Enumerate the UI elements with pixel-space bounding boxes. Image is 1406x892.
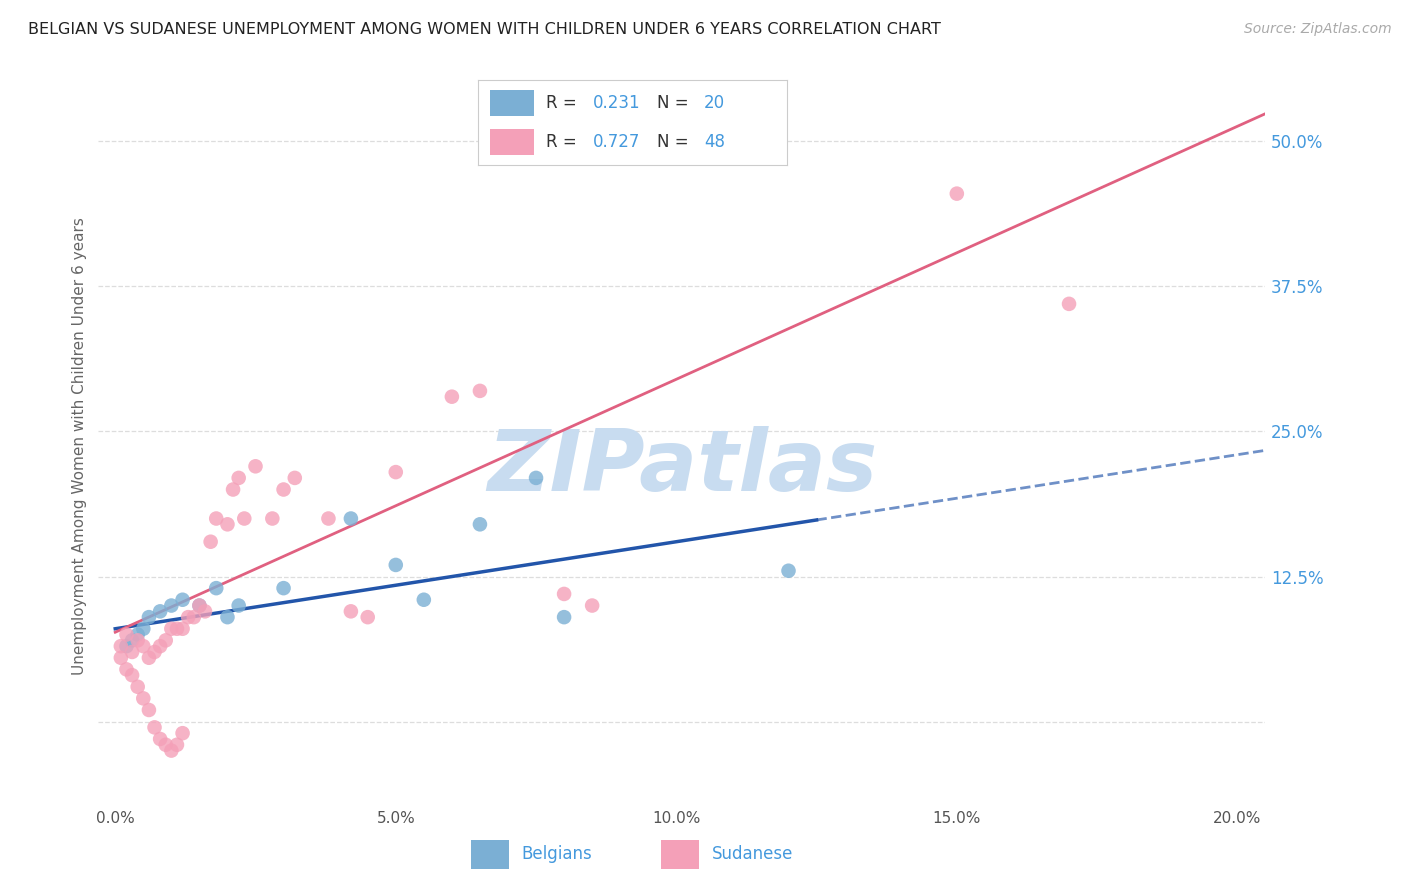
Point (384, 558, 406, 572)
Text: 48: 48 (704, 133, 725, 151)
Point (188, 599, 211, 613)
Bar (491, 129, 534, 155)
Text: 0.231: 0.231 (592, 95, 640, 112)
Point (160, 743, 183, 757)
Text: 20: 20 (704, 95, 725, 112)
Point (149, 731, 172, 746)
Point (205, 581, 228, 595)
Point (524, 471, 547, 485)
Point (468, 517, 491, 532)
Point (217, 610, 239, 624)
Point (200, 534, 222, 549)
Point (384, 465, 406, 479)
Point (340, 604, 363, 618)
Point (228, 599, 250, 613)
Point (149, 604, 172, 618)
Point (217, 517, 239, 532)
Point (138, 650, 160, 665)
Point (160, 599, 183, 613)
Bar (471, 839, 509, 869)
Point (110, 639, 132, 653)
Point (228, 471, 250, 485)
Text: Sudanese: Sudanese (711, 845, 793, 863)
Point (440, 390, 463, 404)
Point (121, 668, 143, 682)
Point (115, 627, 138, 641)
Point (553, 587, 575, 601)
Point (318, 511, 340, 525)
Point (273, 581, 295, 595)
Point (155, 633, 177, 648)
Point (121, 645, 143, 659)
Text: R =: R = (546, 95, 582, 112)
Point (194, 604, 217, 618)
Point (166, 622, 188, 636)
Point (222, 483, 245, 497)
Point (284, 471, 307, 485)
Point (132, 622, 155, 636)
Point (273, 483, 295, 497)
Point (205, 511, 228, 525)
Point (121, 633, 143, 648)
Point (553, 610, 575, 624)
Point (132, 639, 155, 653)
Point (127, 627, 149, 641)
Point (581, 599, 603, 613)
Point (172, 622, 194, 636)
Point (143, 645, 166, 659)
Point (177, 610, 200, 624)
Point (172, 726, 194, 740)
Bar (491, 90, 534, 116)
Point (127, 680, 149, 694)
Point (188, 599, 211, 613)
Point (468, 384, 491, 398)
Point (262, 511, 284, 525)
Point (412, 592, 434, 607)
Y-axis label: Unemployment Among Women with Children Under 6 years: Unemployment Among Women with Children U… (72, 217, 87, 675)
Point (245, 459, 267, 474)
Text: Belgians: Belgians (522, 845, 592, 863)
Text: ZIPatlas: ZIPatlas (486, 425, 877, 509)
Point (149, 639, 172, 653)
Point (1057, 297, 1080, 311)
Text: Source: ZipAtlas.com: Source: ZipAtlas.com (1244, 22, 1392, 37)
Point (138, 610, 160, 624)
Text: N =: N = (658, 95, 695, 112)
Point (115, 639, 138, 653)
Bar (661, 839, 699, 869)
Point (132, 691, 155, 706)
Point (946, 186, 969, 201)
Point (183, 610, 205, 624)
Point (778, 564, 800, 578)
Point (160, 622, 183, 636)
Text: BELGIAN VS SUDANESE UNEMPLOYMENT AMONG WOMEN WITH CHILDREN UNDER 6 YEARS CORRELA: BELGIAN VS SUDANESE UNEMPLOYMENT AMONG W… (28, 22, 941, 37)
Point (115, 662, 138, 676)
Text: 0.727: 0.727 (592, 133, 640, 151)
Point (340, 511, 363, 525)
Point (155, 738, 177, 752)
Text: N =: N = (658, 133, 695, 151)
Point (127, 633, 149, 648)
Point (233, 511, 256, 525)
Text: R =: R = (546, 133, 582, 151)
Point (357, 610, 380, 624)
Point (138, 703, 160, 717)
Point (172, 592, 194, 607)
Point (166, 738, 188, 752)
Point (110, 650, 132, 665)
Point (143, 720, 166, 734)
